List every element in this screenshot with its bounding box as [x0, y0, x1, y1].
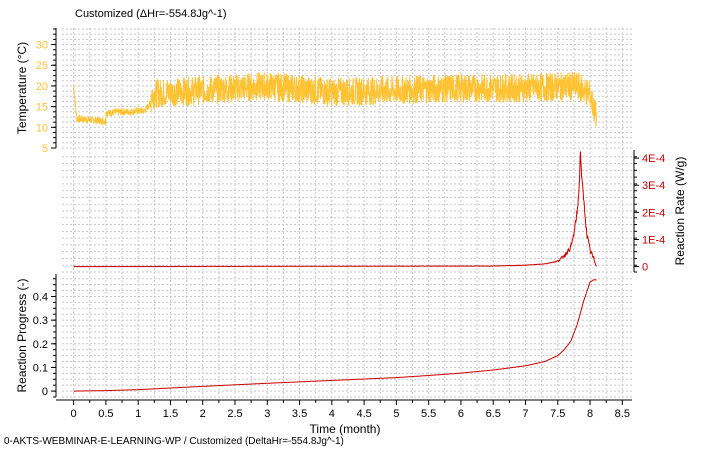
footer-caption: 0-AKTS-WEBMINAR-E-LEARNING-WP / Customiz… — [4, 436, 344, 447]
x-tick-label: 8 — [587, 408, 593, 420]
x-tick-label: 8.5 — [615, 408, 630, 420]
progress-y-tick-label: 0.3 — [33, 315, 48, 327]
rate-y-tick-label: 4E-4 — [642, 153, 665, 165]
x-tick-label: 7.5 — [550, 408, 565, 420]
temperature-series-line — [73, 71, 597, 127]
x-tick-label: 3 — [264, 408, 270, 420]
rate-series-line — [73, 151, 597, 268]
x-tick-label: 7 — [522, 408, 528, 420]
rate-y-tick-label: 3E-4 — [642, 180, 665, 192]
x-tick-label: 6 — [458, 408, 464, 420]
x-tick-label: 2 — [200, 408, 206, 420]
rate-y-tick-label: 2E-4 — [642, 207, 665, 219]
x-tick-label: 6.5 — [486, 408, 501, 420]
x-axis-label: Time (month) — [310, 422, 381, 436]
x-tick-label: 4.5 — [356, 408, 371, 420]
temperature-y-tick-label: 30 — [36, 40, 48, 52]
x-tick-label: 3.5 — [292, 408, 307, 420]
progress-y-tick-label: 0.4 — [33, 291, 48, 303]
progress-y-tick-label: 0.2 — [33, 339, 48, 351]
temperature-y-tick-label: 20 — [36, 81, 48, 93]
x-tick-label: 1.5 — [163, 408, 178, 420]
x-tick-label: 5 — [393, 408, 399, 420]
progress-series-line — [73, 279, 597, 392]
x-tick-label: 2.5 — [227, 408, 242, 420]
rate-y-axis-label: Reaction Rate (W/g) — [673, 157, 687, 266]
x-tick-label: 4 — [329, 408, 335, 420]
x-tick-label: 0 — [71, 408, 77, 420]
temperature-y-tick-label: 5 — [42, 143, 48, 155]
temperature-y-tick-label: 10 — [36, 122, 48, 134]
progress-y-tick-label: 0.1 — [33, 362, 48, 374]
temperature-y-tick-label: 15 — [36, 102, 48, 114]
x-tick-label: 5.5 — [421, 408, 436, 420]
chart-title: Customized (ΔHr=-554.8Jg^-1) — [75, 8, 227, 20]
temperature-y-axis-label: Temperature (°C) — [15, 42, 29, 134]
x-tick-label: 0.5 — [98, 408, 113, 420]
temperature-y-tick-label: 25 — [36, 60, 48, 72]
rate-y-tick-label: 0 — [642, 262, 648, 274]
progress-y-tick-label: 0 — [42, 386, 48, 398]
progress-y-axis-label: Reaction Progress (-) — [15, 278, 29, 392]
x-tick-label: 1 — [135, 408, 141, 420]
rate-y-tick-label: 1E-4 — [642, 234, 665, 246]
